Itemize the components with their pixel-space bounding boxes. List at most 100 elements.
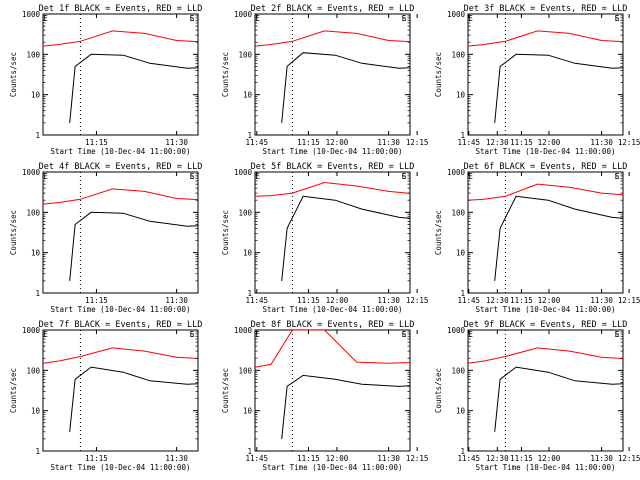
plot-frame: [467, 329, 624, 452]
events-series-line: [494, 366, 623, 432]
x-tick-label: 12:15: [618, 296, 640, 305]
x-axis-label: Start Time (10-Dec-04 11:00:00): [476, 305, 616, 314]
events-series-line: [281, 52, 410, 123]
lld-series-line: [43, 347, 198, 364]
x-tick-label: 11:30: [377, 138, 400, 147]
plot-area: [255, 172, 410, 293]
panel-title: Det 5f BLACK = Events, RED = LLD: [251, 162, 415, 172]
y-axis-label: Counts/sec: [221, 52, 230, 97]
interval-marker-label: E: [468, 330, 473, 339]
x-tick-label: 11:30: [590, 454, 613, 463]
y-tick-label: 1000: [22, 10, 41, 19]
y-tick-label: 1000: [22, 168, 41, 177]
y-tick-label: 10: [243, 249, 253, 258]
interval-marker-label: E: [402, 330, 407, 339]
x-tick-label: 11:15: [510, 296, 533, 305]
y-tick-label: 10: [456, 407, 466, 416]
y-tick-label: 1000: [234, 10, 253, 19]
x-tick-label: 11:30: [165, 454, 188, 463]
x-tick-label: 11:15: [85, 454, 108, 463]
x-tick-label: 12:30: [486, 138, 509, 147]
x-tick-label: 12:15: [406, 454, 429, 463]
x-tick-label: 12:00: [538, 454, 561, 463]
panel-title: Det 7f BLACK = Events, RED = LLD: [39, 320, 203, 330]
events-series-line: [281, 195, 410, 281]
plot-frame: [254, 13, 411, 136]
detector-panel: ESE110100100011:1511:3011:4512:0012:1512…: [434, 162, 627, 314]
interval-marker-label: E: [615, 172, 620, 181]
y-tick-label: 100: [451, 366, 465, 375]
lld-series-line: [255, 30, 410, 47]
interval-marker-label: E: [190, 330, 195, 339]
panel-title: Det 2f BLACK = Events, RED = LLD: [251, 4, 415, 14]
lld-series-line: [43, 188, 198, 205]
x-tick-label: 11:45: [458, 296, 481, 305]
x-tick-label: 11:30: [377, 296, 400, 305]
y-tick-label: 1: [35, 289, 40, 298]
y-tick-label: 1: [247, 447, 252, 456]
x-tick-label: 11:15: [510, 138, 533, 147]
y-axis-label: Counts/sec: [9, 210, 18, 255]
y-axis-label: Counts/sec: [9, 52, 18, 97]
events-series-line: [69, 366, 198, 432]
y-tick-label: 100: [26, 208, 40, 217]
y-tick-label: 10: [456, 249, 466, 258]
lld-series-line: [468, 183, 623, 201]
panel-title: Det 3f BLACK = Events, RED = LLD: [464, 4, 628, 14]
interval-marker-label: E: [402, 14, 407, 23]
plot-area: [468, 330, 623, 451]
y-tick-label: 1: [247, 131, 252, 140]
interval-marker-label: E: [190, 14, 195, 23]
plot-frame: [42, 329, 199, 452]
events-series-line: [494, 53, 623, 123]
events-series-line: [69, 53, 198, 123]
x-tick-label: 12:00: [538, 296, 561, 305]
x-tick-label: 12:15: [406, 296, 429, 305]
plot-frame: [42, 13, 199, 136]
x-tick-label: 11:45: [246, 296, 269, 305]
lld-series-line: [468, 347, 623, 364]
y-tick-label: 1000: [234, 326, 253, 335]
y-tick-label: 1: [460, 131, 465, 140]
x-tick-label: 11:15: [85, 296, 108, 305]
x-tick-label: 11:45: [458, 138, 481, 147]
y-tick-label: 10: [243, 91, 253, 100]
y-axis-label: Counts/sec: [434, 368, 443, 413]
x-tick-label: 11:45: [458, 454, 481, 463]
y-tick-label: 1: [460, 289, 465, 298]
y-tick-label: 1000: [447, 10, 466, 19]
plot-frame: [254, 329, 411, 452]
x-tick-label: 11:30: [165, 138, 188, 147]
interval-marker-label: S: [190, 172, 195, 181]
x-tick-label: 12:00: [538, 138, 561, 147]
x-axis-label: Start Time (10-Dec-04 11:00:00): [51, 305, 191, 314]
interval-marker-label: S: [402, 14, 407, 23]
y-tick-label: 1: [247, 289, 252, 298]
x-tick-label: 11:45: [246, 454, 269, 463]
interval-marker-label: E: [190, 172, 195, 181]
x-tick-label: 11:15: [297, 138, 320, 147]
y-tick-label: 1: [460, 447, 465, 456]
plot-area: [43, 172, 198, 293]
x-tick-label: 12:15: [406, 138, 429, 147]
x-axis-label: Start Time (10-Dec-04 11:00:00): [263, 305, 403, 314]
y-tick-label: 1000: [447, 326, 466, 335]
plot-area: [43, 330, 198, 451]
x-tick-label: 12:00: [326, 454, 349, 463]
panel-title: Det 8f BLACK = Events, RED = LLD: [251, 320, 415, 330]
events-series-line: [281, 374, 410, 439]
interval-marker-label: S: [402, 330, 407, 339]
interval-marker-label: E: [255, 330, 260, 339]
detector-panel: ESE110100100011:1511:3011:4512:0012:1512…: [434, 320, 628, 472]
panel-title: Det 9f BLACK = Events, RED = LLD: [464, 320, 628, 330]
y-tick-label: 1000: [234, 168, 253, 177]
y-tick-label: 100: [238, 208, 252, 217]
x-tick-label: 12:00: [326, 138, 349, 147]
plot-frame: [42, 171, 199, 294]
interval-marker-label: S: [190, 330, 195, 339]
plot-frame: [467, 13, 624, 136]
detector-panel: ESE110100100011:1511:3011:4512:0012:1512…: [434, 4, 628, 156]
y-tick-label: 100: [26, 50, 40, 59]
